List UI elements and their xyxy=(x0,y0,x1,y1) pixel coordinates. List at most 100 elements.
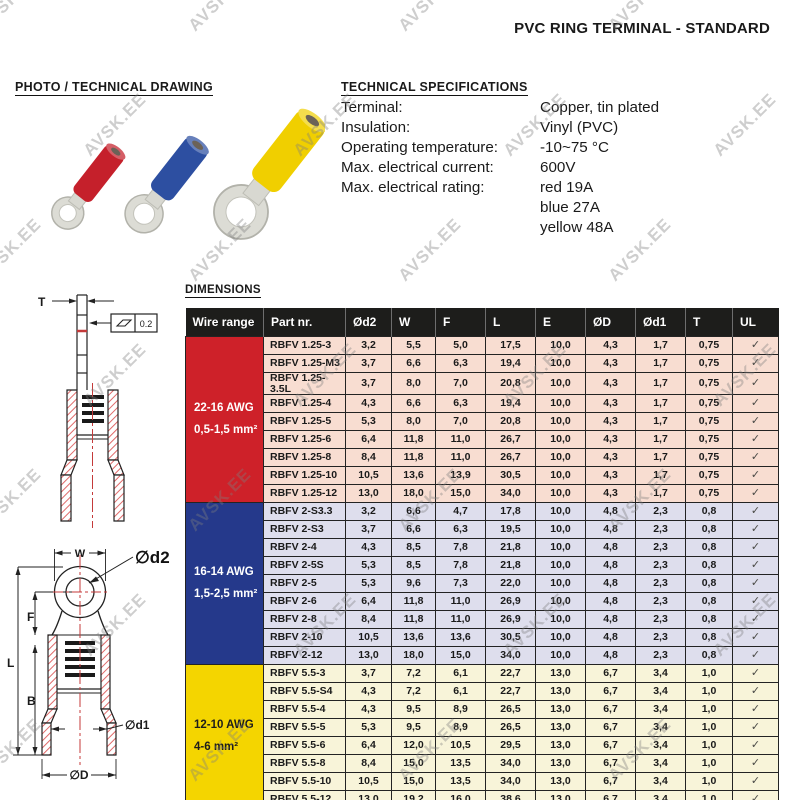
dimension-cell: 1,0 xyxy=(685,718,733,737)
dimension-cell: 4,7 xyxy=(435,502,486,521)
dimension-cell: 4,8 xyxy=(585,628,636,647)
dimension-cell: 4,8 xyxy=(585,556,636,575)
dimension-cell: 4,3 xyxy=(345,682,392,701)
table-row: RBFV 5.5-10 10,5 15,0 13,5 34,0 13,0 6,7 3,4 1,0… xyxy=(186,772,779,791)
spec-value: blue 27A xyxy=(540,199,600,216)
dimension-cell: 26,5 xyxy=(485,700,536,719)
spec-row: Insulation: Vinyl (PVC) xyxy=(341,118,781,138)
dimension-cell: 26,9 xyxy=(485,592,536,611)
dimension-cell: 0,8 xyxy=(685,538,733,557)
dimension-cell: 3,4 xyxy=(635,754,686,773)
wire-range-cell: 22-16 AWG 0,5-1,5 mm² xyxy=(185,336,264,503)
part-number-cell: RBFV 2-6 xyxy=(263,592,346,611)
column-header: F xyxy=(435,308,486,337)
dimension-cell: 7,2 xyxy=(391,664,436,683)
ul-check-cell: ✓ xyxy=(732,538,779,557)
part-number-cell: RBFV 1.25-M3 xyxy=(263,354,346,373)
part-number-cell: RBFV 2-12 xyxy=(263,646,346,665)
part-number-cell: RBFV 1.25-3.5L xyxy=(263,372,346,395)
dimensions-section-heading: DIMENSIONS xyxy=(185,284,261,298)
dimension-cell: 10,5 xyxy=(345,466,392,485)
spec-value: 600V xyxy=(540,159,576,176)
dimension-cell: 13,0 xyxy=(535,754,586,773)
table-row: RBFV 2-S3 3,7 6,6 6,3 19,5 10,0 4,8 2,3 0,8 ✓ xyxy=(186,520,779,539)
dimension-cell: 10,0 xyxy=(535,466,586,485)
ul-check-cell: ✓ xyxy=(732,354,779,373)
spec-row: yellow 48A xyxy=(341,218,781,238)
part-number-cell: RBFV 2-S3.3 xyxy=(263,502,346,521)
dimension-cell: 13,0 xyxy=(345,646,392,665)
table-row: RBFV 1.25-10 10,5 13,6 13,9 30,5 10,0 4,3 1,7 0,… xyxy=(186,466,779,485)
dimension-cell: 0,75 xyxy=(685,484,733,503)
dimension-cell: 10,0 xyxy=(535,372,586,395)
dimension-cell: 10,5 xyxy=(345,628,392,647)
ul-check-cell: ✓ xyxy=(732,372,779,395)
spec-value: yellow 48A xyxy=(540,219,614,236)
page-title: PVC RING TERMINAL - STANDARD xyxy=(514,20,770,37)
dimension-cell: 10,5 xyxy=(345,772,392,791)
dim-label-d-outer: ∅D xyxy=(69,768,88,782)
dimension-cell: 26,9 xyxy=(485,610,536,629)
dimension-cell: 6,7 xyxy=(585,718,636,737)
dimension-cell: 11,8 xyxy=(391,430,436,449)
wire-range-mm2: 0,5-1,5 mm² xyxy=(194,423,258,436)
dimension-cell: 4,3 xyxy=(585,448,636,467)
wire-range-mm2: 4-6 mm² xyxy=(194,740,239,753)
part-number-cell: RBFV 2-5S xyxy=(263,556,346,575)
dimension-cell: 22,7 xyxy=(485,664,536,683)
dimension-cell: 4,3 xyxy=(345,538,392,557)
dim-label-f: F xyxy=(27,610,34,624)
dim-label-d2: ∅d2 xyxy=(135,548,170,567)
ul-check-cell: ✓ xyxy=(732,592,779,611)
table-row: RBFV 2-6 6,4 11,8 11,0 26,9 10,0 4,8 2,3 0,8 ✓ xyxy=(186,592,779,611)
dimension-cell: 7,8 xyxy=(435,556,486,575)
dimension-cell: 30,5 xyxy=(485,466,536,485)
dimension-cell: 6,4 xyxy=(345,592,392,611)
dimension-cell: 1,0 xyxy=(685,682,733,701)
dimension-cell: 6,6 xyxy=(391,354,436,373)
dimension-cell: 2,3 xyxy=(635,574,686,593)
table-row: 16-14 AWG 1,5-2,5 mm² RBFV 2-S3.3 3,2 6,6 4,7… xyxy=(185,502,779,665)
part-number-cell: RBFV 1.25-6 xyxy=(263,430,346,449)
dimension-cell: 6,6 xyxy=(391,394,436,413)
dimension-cell: 10,0 xyxy=(535,394,586,413)
flatness-symbol-icon xyxy=(115,319,133,327)
spec-value: -10~75 °C xyxy=(540,139,609,156)
dimension-cell: 5,3 xyxy=(345,556,392,575)
dimension-cell: 8,4 xyxy=(345,448,392,467)
dimension-cell: 13,6 xyxy=(435,628,486,647)
dimension-cell: 11,8 xyxy=(391,448,436,467)
ul-check-cell: ✓ xyxy=(732,646,779,665)
dimension-cell: 13,0 xyxy=(535,664,586,683)
dimension-cell: 34,0 xyxy=(485,484,536,503)
dimension-cell: 6,1 xyxy=(435,682,486,701)
part-number-cell: RBFV 5.5-12 xyxy=(263,790,346,800)
dimension-cell: 1,0 xyxy=(685,700,733,719)
part-number-cell: RBFV 2-8 xyxy=(263,610,346,629)
spec-label: Operating temperature: xyxy=(341,139,499,156)
blue-terminal-photo xyxy=(124,135,209,234)
dimension-cell: 26,5 xyxy=(485,718,536,737)
dimension-cell: 8,0 xyxy=(391,372,436,395)
dimension-cell: 4,8 xyxy=(585,610,636,629)
specs-list: Terminal: Copper, tin plated Insulation: Vi… xyxy=(341,98,781,238)
table-row: 12-10 AWG 4-6 mm² RBFV 5.5-3 3,7 7,2 6,1 22,7 1… xyxy=(185,664,779,800)
dimension-cell: 26,7 xyxy=(485,448,536,467)
table-row: RBFV 1.25-8 8,4 11,8 11,0 26,7 10,0 4,3 1,7 0,75… xyxy=(186,448,779,467)
dimension-cell: 2,3 xyxy=(635,610,686,629)
dimension-cell: 5,0 xyxy=(435,336,486,355)
dimension-cell: 3,7 xyxy=(345,520,392,539)
table-row: RBFV 1.25-3.5L 3,7 8,0 7,0 20,8 10,0 4,3 1,7 0,7… xyxy=(186,372,779,395)
dimension-cell: 10,0 xyxy=(535,520,586,539)
red-terminal-photo xyxy=(51,143,126,230)
dimension-cell: 2,3 xyxy=(635,520,686,539)
dimension-cell: 13,0 xyxy=(535,700,586,719)
wire-opening xyxy=(192,140,204,150)
dimension-cell: 6,7 xyxy=(585,772,636,791)
dimension-cell: 0,75 xyxy=(685,372,733,395)
table-row: RBFV 2-10 10,5 13,6 13,6 30,5 10,0 4,8 2,3 0,8 ✓ xyxy=(186,628,779,647)
table-row: RBFV 1.25-M3 3,7 6,6 6,3 19,4 10,0 4,3 1,7 0,75 ✓ xyxy=(186,354,779,373)
dimension-cell: 1,7 xyxy=(635,372,686,395)
dimension-cell: 38,6 xyxy=(485,790,536,800)
spec-value: Vinyl (PVC) xyxy=(540,119,619,136)
